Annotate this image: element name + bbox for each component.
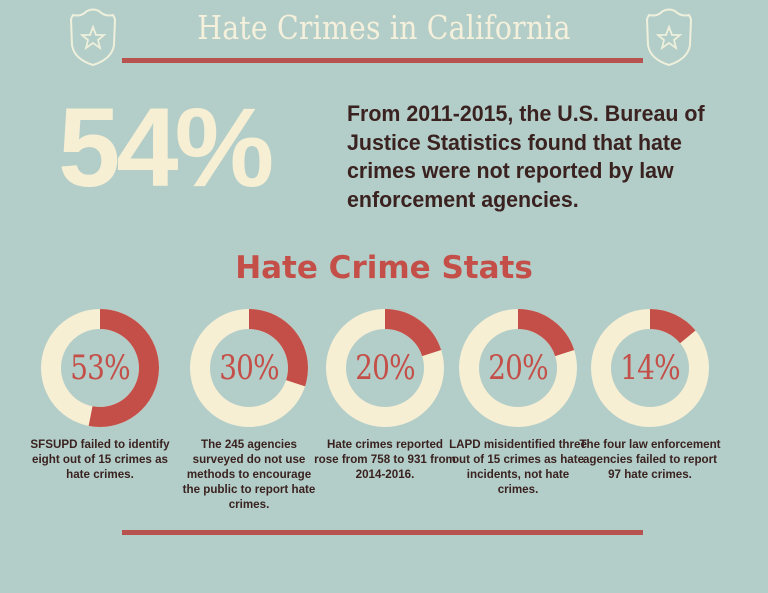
stat-description: LAPD misidentified three out of 15 crime… [449, 438, 587, 496]
donut-chart: 53% [41, 309, 159, 427]
stat-card: 20% LAPD misidentified three out of 15 cr… [447, 309, 589, 497]
headline-percent: 54% [58, 85, 274, 210]
donut-chart: 14% [591, 309, 709, 427]
stat-percent: 53% [70, 348, 130, 388]
stat-description: The 245 agencies surveyed do not use met… [182, 438, 316, 511]
stat-description: Hate crimes reported rose from 758 to 93… [314, 438, 456, 481]
police-badge-star-icon [645, 8, 693, 67]
stat-percent: 20% [488, 348, 548, 388]
stat-percent: 30% [219, 348, 279, 388]
donut-chart: 20% [459, 309, 577, 427]
stat-card: 53% SFSUPD failed to identify eight out o… [29, 309, 171, 482]
donut-chart: 30% [190, 309, 308, 427]
donut-chart: 20% [326, 309, 444, 427]
section-title: Hate Crime Stats [235, 250, 533, 286]
stat-percent: 20% [355, 348, 415, 388]
title-underline-divider [122, 58, 643, 63]
page-title: Hate Crimes in California [197, 8, 571, 47]
stat-percent: 14% [620, 348, 680, 388]
stat-description: SFSUPD failed to identify eight out of 1… [30, 438, 170, 481]
stat-card: 30% The 245 agencies surveyed do not use … [178, 309, 320, 512]
stat-card: 14% The four law enforcement agencies fai… [579, 309, 721, 482]
police-badge-star-icon [69, 8, 117, 67]
stat-card: 20% Hate crimes reported rose from 758 to… [314, 309, 456, 482]
stat-description: The four law enforcement agencies failed… [579, 438, 721, 481]
bottom-divider [122, 530, 643, 535]
headline-text: From 2011-2015, the U.S. Bureau of Justi… [347, 101, 705, 212]
